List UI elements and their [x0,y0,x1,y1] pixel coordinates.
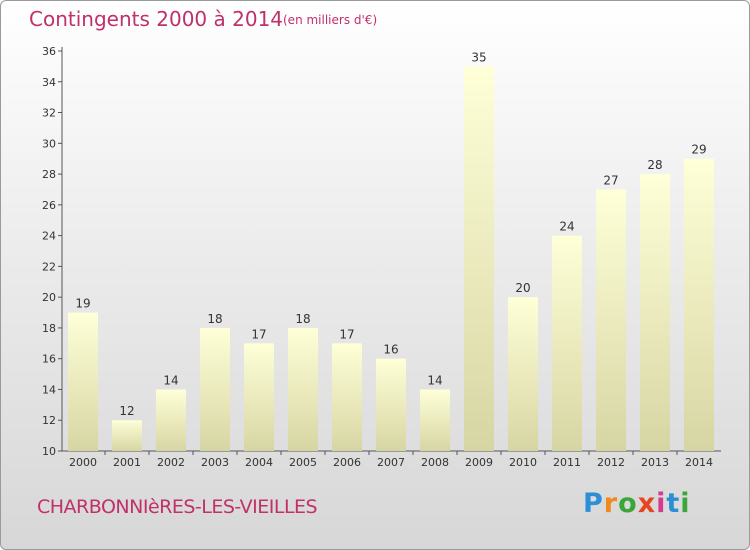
bar-value-label: 12 [119,404,134,418]
logo-letter: r [603,488,619,519]
bar-value-label: 17 [339,327,354,341]
x-tick-label: 2005 [289,456,317,469]
y-tick-label: 16 [42,353,56,366]
y-tick-label: 32 [42,107,56,120]
unit-note: (en milliers d'€) [283,13,378,27]
x-tick-label: 2001 [113,456,141,469]
bar-2010 [508,297,538,451]
bar-value-label: 14 [163,373,178,387]
y-tick-label: 22 [42,260,56,273]
bar-2005 [288,327,318,451]
x-tick-label: 2011 [553,456,581,469]
y-tick-label: 28 [42,168,56,181]
logo-letter: x [637,488,657,519]
y-tick-label: 18 [42,322,56,335]
logo-letter: i [680,488,691,519]
logo-letter: P [583,488,604,519]
bar-2000 [68,312,98,451]
bar-value-label: 20 [515,281,530,295]
y-tick-label: 26 [42,199,56,212]
bar-value-label: 18 [295,312,310,326]
bar-value-label: 18 [207,312,222,326]
y-tick-label: 24 [42,230,56,243]
y-tick-label: 34 [42,76,56,89]
bar-2006 [332,343,362,451]
bar-value-label: 27 [603,173,618,187]
y-tick-label: 36 [42,45,56,58]
bar-2008 [420,389,450,451]
x-tick-label: 2014 [685,456,713,469]
y-tick-label: 30 [42,137,56,150]
bar-value-label: 16 [383,343,398,357]
bar-2014 [684,158,714,451]
bar-2009 [464,66,494,451]
y-tick-label: 20 [42,291,56,304]
proxiti-logo: Proxiti [583,488,691,519]
bar-2011 [552,235,582,451]
x-tick-label: 2006 [333,456,361,469]
bar-value-label: 19 [75,297,90,311]
commune-name: CHARBONNIèRES-LES-VIEILLES [37,496,318,518]
y-tick-label: 14 [42,383,56,396]
bar-2007 [376,358,406,451]
x-tick-label: 2009 [465,456,493,469]
x-tick-label: 2007 [377,456,405,469]
x-tick-label: 2004 [245,456,273,469]
x-tick-label: 2002 [157,456,185,469]
x-tick-label: 2012 [597,456,625,469]
bar-value-label: 14 [427,373,442,387]
x-tick-label: 2008 [421,456,449,469]
x-tick-label: 2010 [509,456,537,469]
logo-letter: o [618,488,638,519]
bar-2012 [596,189,626,451]
bar-2003 [200,327,230,451]
chart-title: Contingents 2000 à 2014 [29,7,284,31]
bar-value-label: 17 [251,327,266,341]
bar-value-label: 35 [471,50,486,64]
y-tick-label: 12 [42,414,56,427]
bar-value-label: 28 [647,158,662,172]
x-tick-label: 2003 [201,456,229,469]
x-tick-label: 2013 [641,456,669,469]
logo-letter: t [666,488,681,519]
bar-2002 [156,389,186,451]
bar-value-label: 29 [691,143,706,157]
x-tick-label: 2000 [69,456,97,469]
logo-letter: i [656,488,667,519]
bar-2013 [640,174,670,452]
bar-2004 [244,343,274,451]
bar-value-label: 24 [559,220,574,234]
bar-2001 [112,420,142,451]
y-tick-label: 10 [42,445,56,458]
